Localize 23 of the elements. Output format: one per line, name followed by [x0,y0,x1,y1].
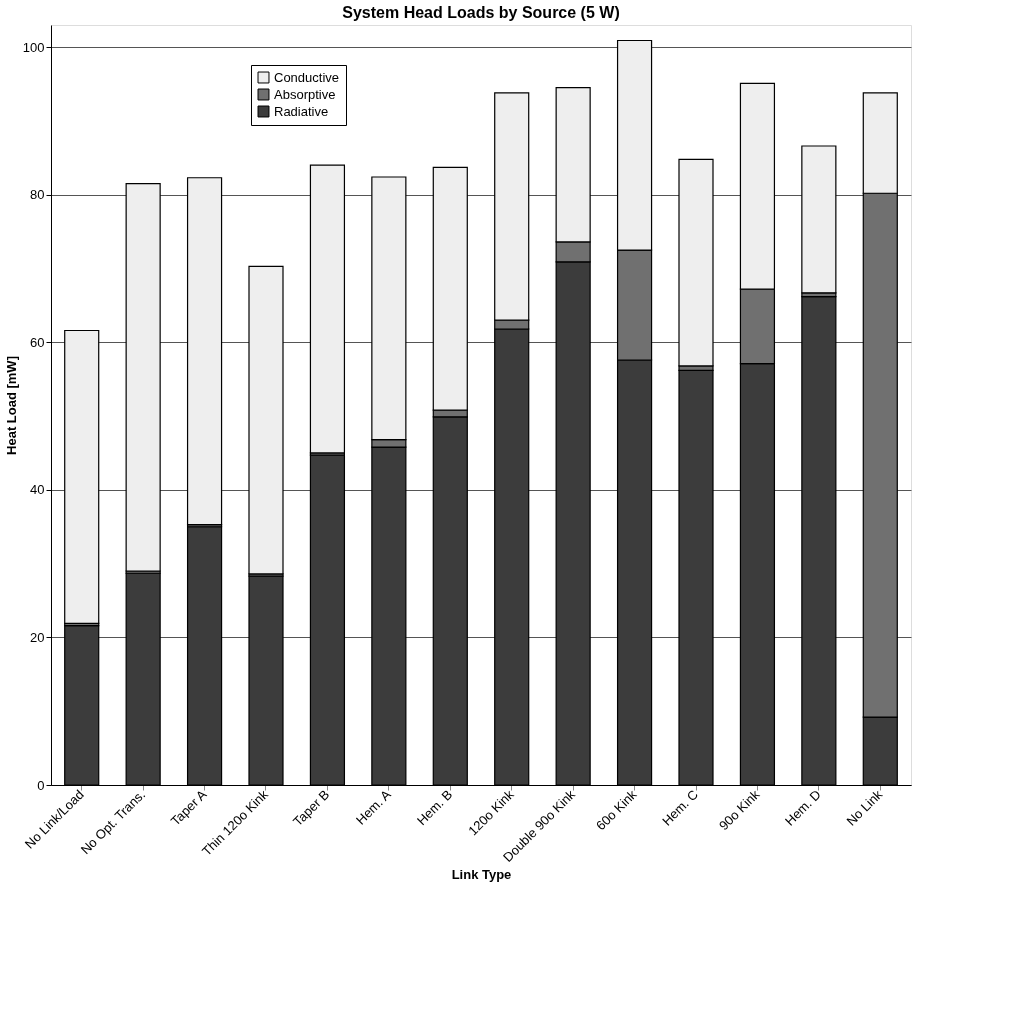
legend-label: Absorptive [274,86,336,102]
y-tick-label: 40 [30,482,45,498]
bar [801,145,837,294]
x-axis-title: Link Type [451,866,512,882]
x-tick-label: 90o Kink [716,786,763,834]
x-tick-label: No Link [843,786,886,829]
y-tick-label: 100 [22,39,45,55]
y-axis-title: Heat Load [mW] [3,356,19,455]
bar [186,177,223,526]
y-tick-label: 0 [37,777,45,793]
x-tick-label: 60o Kink [593,786,640,834]
bar [64,329,100,625]
legend-label: Conductive [274,69,340,85]
bar [125,183,161,572]
y-tick-label: 80 [30,187,45,203]
legend-label: Radiative [274,103,329,119]
bar [678,158,714,367]
y-tick-label: 20 [30,629,45,645]
y-tick-label: 60 [30,334,45,350]
bar [248,265,284,575]
x-tick-label: Hem. B [413,786,456,829]
chart-title: System Head Loads by Source (5 W) [342,4,620,21]
bar [309,164,346,454]
